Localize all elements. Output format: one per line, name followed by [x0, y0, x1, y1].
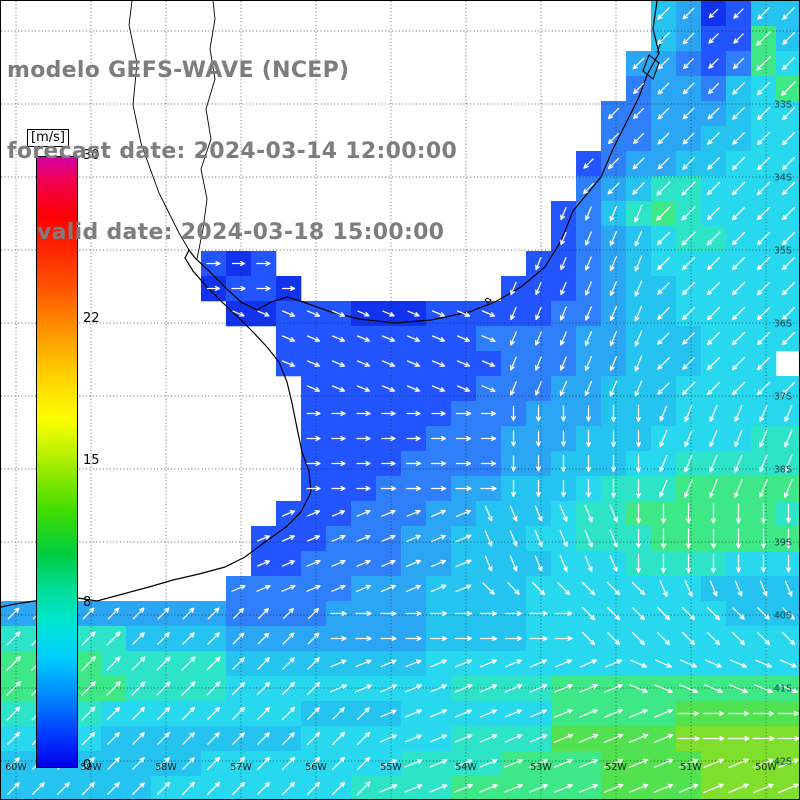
svg-text:36S: 36S [774, 319, 792, 330]
svg-text:58W: 58W [155, 762, 177, 773]
svg-text:40S: 40S [774, 611, 792, 622]
svg-text:60W: 60W [5, 762, 27, 773]
svg-text:39S: 39S [774, 538, 792, 549]
colorbar-tick: 8 [83, 595, 92, 611]
svg-text:53W: 53W [530, 762, 552, 773]
colorbar-unit-label: [m/s] [27, 129, 69, 147]
svg-text:50W: 50W [755, 762, 777, 773]
svg-text:38S: 38S [774, 465, 792, 476]
svg-text:42S: 42S [774, 757, 792, 768]
lat-labels: 33S 34S 35S 36S 37S 38S 39S 40S 41S 42S [774, 100, 792, 768]
svg-text:33S: 33S [774, 100, 792, 111]
forecast-date: forecast date: 2024-03-14 12:00:00 [7, 139, 458, 164]
svg-text:52W: 52W [605, 762, 627, 773]
svg-text:35S: 35S [774, 246, 792, 257]
colorbar-tick: 0 [83, 758, 92, 773]
svg-text:55W: 55W [380, 762, 402, 773]
colorbar-tick: 30 [83, 148, 100, 163]
colorbar-tick: 22 [83, 310, 100, 326]
svg-text:57W: 57W [230, 762, 252, 773]
svg-text:34S: 34S [774, 173, 792, 184]
colorbar [36, 156, 78, 768]
svg-text:37S: 37S [774, 392, 792, 403]
svg-text:54W: 54W [455, 762, 477, 773]
model-title: modelo GEFS-WAVE (NCEP) [7, 58, 350, 83]
colorbar-tick: 15 [83, 453, 100, 468]
svg-text:51W: 51W [680, 762, 702, 773]
svg-text:41S: 41S [774, 684, 792, 695]
lon-labels: 60W 59W 58W 57W 56W 55W 54W 53W 52W 51W 50W [5, 762, 777, 773]
svg-text:56W: 56W [305, 762, 327, 773]
wind-arrows [6, 7, 799, 796]
coastline [1, 1, 664, 608]
valid-date: valid date: 2024-03-18 15:00:00 [37, 220, 445, 245]
svg-text:59W: 59W [80, 762, 102, 773]
title-block: modelo GEFS-WAVE (NCEP) forecast date: 2… [7, 3, 457, 300]
